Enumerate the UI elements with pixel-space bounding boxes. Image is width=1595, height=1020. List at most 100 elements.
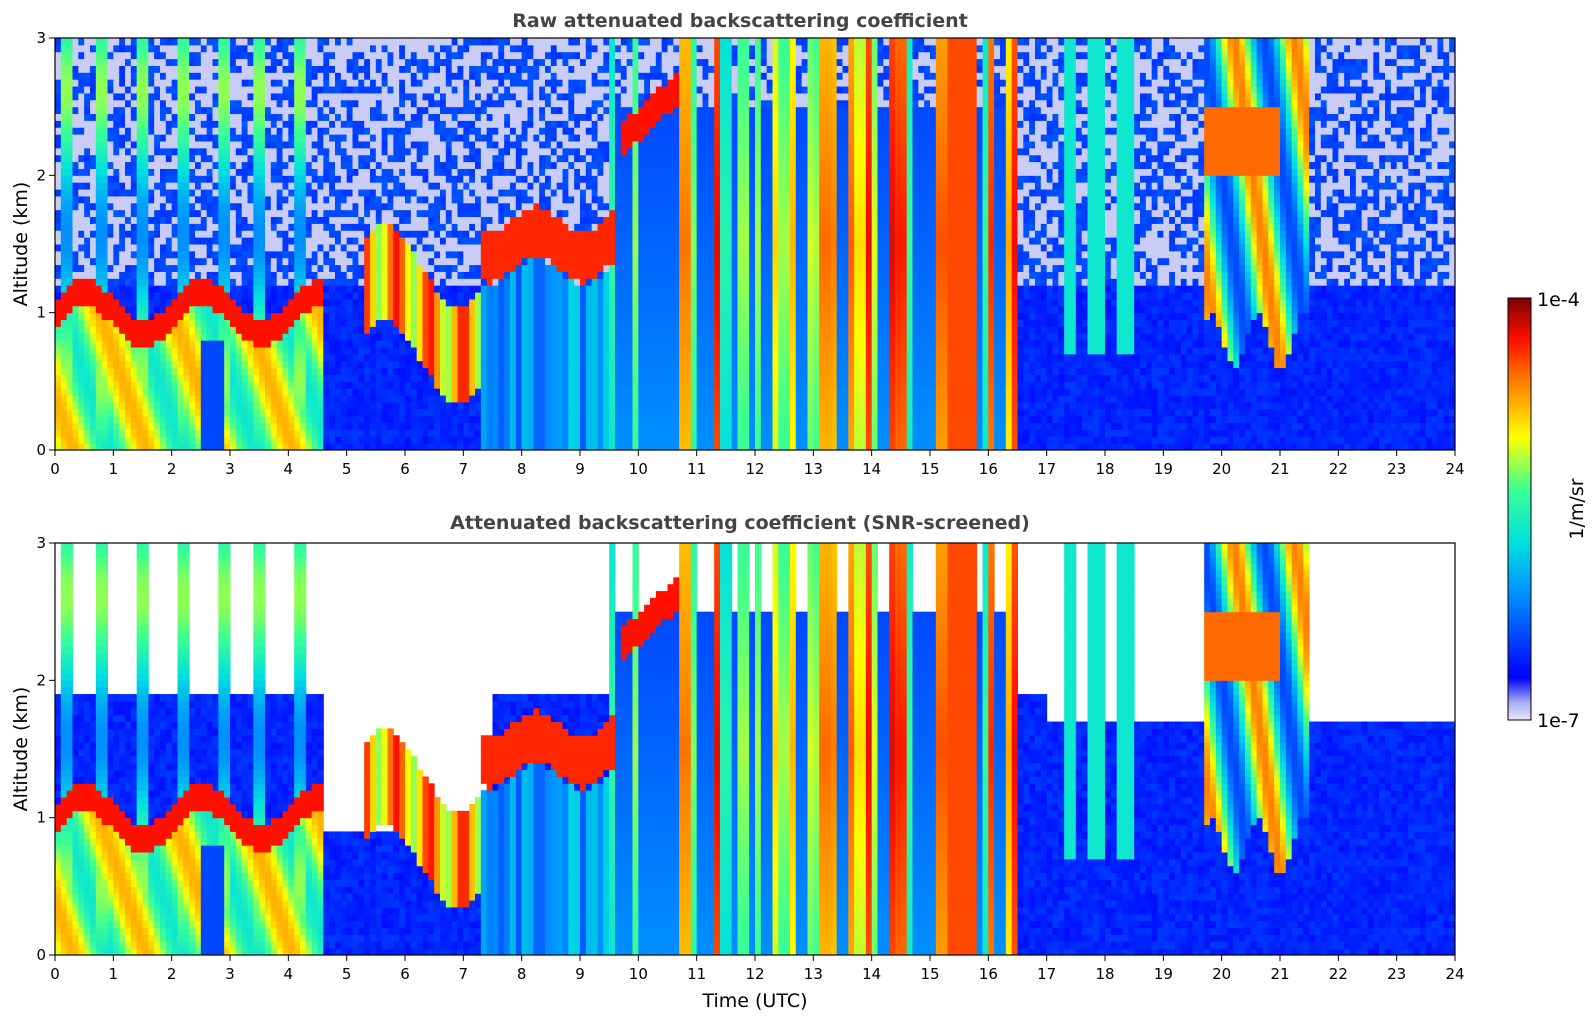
heatmap-cell [277,114,283,121]
heatmap-cell [411,299,417,306]
heatmap-cell [195,368,201,375]
heatmap-cell [265,347,271,354]
heatmap-cell [172,100,178,107]
heatmap-cell [364,320,370,327]
heatmap-cell [417,381,423,388]
heatmap-cell [67,223,73,230]
heatmap-cell [178,416,184,423]
heatmap-cell [218,148,224,155]
heatmap-cell [300,189,306,196]
heatmap-cell [224,320,230,327]
heatmap-cell [143,100,149,107]
heatmap-cell [218,175,224,182]
heatmap-cell [113,141,119,148]
heatmap-cell [388,436,394,443]
heatmap-cell [242,230,248,237]
heatmap-cell [294,168,300,175]
heatmap-cell [113,127,119,134]
heatmap-cell [67,155,73,162]
heatmap-cell [108,141,114,148]
heatmap-cell [388,409,394,416]
heatmap-cell [300,361,306,368]
heatmap-cell [312,72,318,79]
heatmap-cell [172,72,178,79]
heatmap-cell [323,120,329,127]
heatmap-cell [411,381,417,388]
heatmap-cell [393,299,399,306]
heatmap-cell [259,306,265,313]
heatmap-cell [382,361,388,368]
heatmap-cell [55,423,61,430]
heatmap-cell [294,278,300,285]
heatmap-cell [189,217,195,224]
heatmap-cell [178,72,184,79]
heatmap-cell [417,292,423,299]
heatmap-cell [364,423,370,430]
heatmap-cell [370,409,376,416]
heatmap-cell [364,155,370,162]
heatmap-cell [294,299,300,306]
heatmap-cell [178,443,184,450]
heatmap-cell [300,388,306,395]
heatmap-cell [277,127,283,134]
heatmap-cell [312,93,318,100]
heatmap-cell [248,258,254,265]
heatmap-cell [253,443,259,450]
heatmap-cell [277,388,283,395]
heatmap-cell [306,265,312,272]
heatmap-cell [183,402,189,409]
heatmap-cell [172,196,178,203]
heatmap-cell [172,429,178,436]
heatmap-cell [393,38,399,45]
heatmap-cell [376,416,382,423]
heatmap-cell [253,429,259,436]
heatmap-cell [178,79,184,86]
heatmap-cell [294,203,300,210]
heatmap-cell [277,354,283,361]
heatmap-cell [218,168,224,175]
heatmap-cell [166,340,172,347]
heatmap-cell [148,223,154,230]
heatmap-cell [323,93,329,100]
heatmap-cell [341,374,347,381]
heatmap-cell [364,251,370,258]
heatmap-cell [253,134,259,141]
heatmap-cell [73,134,79,141]
heatmap-cell [405,368,411,375]
heatmap-cell [318,271,324,278]
heatmap-cell [312,230,318,237]
heatmap-cell [376,59,382,66]
heatmap-cell [423,93,429,100]
heatmap-cell [411,340,417,347]
heatmap-cell [417,93,423,100]
heatmap-cell [393,292,399,299]
heatmap-cell [160,271,166,278]
heatmap-cell [166,258,172,265]
heatmap-cell [283,52,289,59]
heatmap-cell [353,182,359,189]
heatmap-cell [376,162,382,169]
heatmap-cell [248,100,254,107]
heatmap-cell [393,402,399,409]
heatmap-cell [189,381,195,388]
heatmap-cell [248,155,254,162]
heatmap-cell [166,196,172,203]
heatmap-cell [236,141,242,148]
heatmap-cell [358,182,364,189]
heatmap-cell [67,189,73,196]
heatmap-cell [417,237,423,244]
heatmap-cell [218,127,224,134]
heatmap-cell [411,368,417,375]
heatmap-cell [108,134,114,141]
heatmap-cell [434,429,440,436]
heatmap-cell [393,306,399,313]
heatmap-cell [358,148,364,155]
heatmap-cell [248,381,254,388]
heatmap-cell [411,189,417,196]
heatmap-cell [242,86,248,93]
heatmap-cell [411,107,417,114]
heatmap-cell [405,251,411,258]
heatmap-cell [323,52,329,59]
heatmap-cell [137,38,143,45]
heatmap-cell [300,306,306,313]
